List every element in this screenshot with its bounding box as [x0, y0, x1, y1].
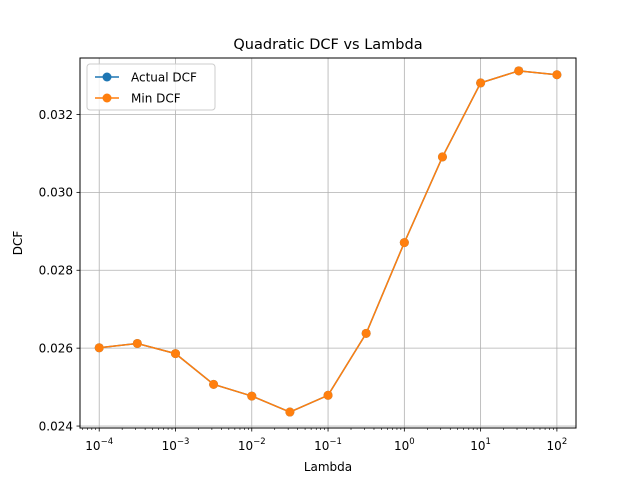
legend: Actual DCF Min DCF: [86, 63, 216, 111]
series-min-dcf: [94, 66, 562, 417]
chart-title: Quadratic DCF vs Lambda: [233, 37, 422, 53]
legend-label: Min DCF: [131, 91, 181, 105]
y-tick-label: 0.026: [39, 341, 73, 355]
y-axis-ticks: 0.024 0.026 0.028 0.030 0.032: [39, 108, 80, 433]
data-point: [170, 349, 180, 359]
legend-item: Min DCF: [95, 91, 181, 105]
x-tick-label: 100: [394, 437, 415, 453]
y-tick-label: 0.030: [39, 186, 73, 200]
legend-label: Actual DCF: [131, 70, 197, 84]
x-tick-label: 102: [547, 437, 568, 453]
data-point: [437, 152, 447, 162]
legend-marker: [102, 72, 112, 82]
data-point: [247, 391, 257, 401]
data-point: [285, 407, 295, 417]
y-tick-label: 0.032: [39, 108, 73, 122]
y-tick-label: 0.024: [39, 419, 73, 433]
data-point: [361, 328, 371, 338]
data-point: [132, 338, 142, 348]
x-axis-label: Lambda: [304, 460, 352, 474]
x-tick-label: 10−1: [314, 437, 342, 453]
series-layer: [94, 66, 562, 417]
data-point: [552, 70, 562, 80]
legend-item: Actual DCF: [95, 70, 197, 84]
x-tick-label: 10−3: [162, 437, 190, 453]
x-tick-label: 101: [470, 437, 491, 453]
x-tick-label: 10−4: [85, 437, 113, 453]
y-axis-label: DCF: [11, 231, 25, 256]
data-point: [514, 66, 524, 76]
x-tick-label: 10−2: [238, 437, 266, 453]
grid-lines: [80, 58, 576, 428]
data-point: [399, 238, 409, 248]
data-point: [323, 390, 333, 400]
legend-marker: [102, 93, 112, 103]
data-point: [94, 343, 104, 353]
data-point: [476, 78, 486, 88]
x-axis-ticks: 10−4 10−3 10−2 10−1 100 101 102: [81, 428, 568, 453]
data-point: [209, 379, 219, 389]
y-tick-label: 0.028: [39, 264, 73, 278]
